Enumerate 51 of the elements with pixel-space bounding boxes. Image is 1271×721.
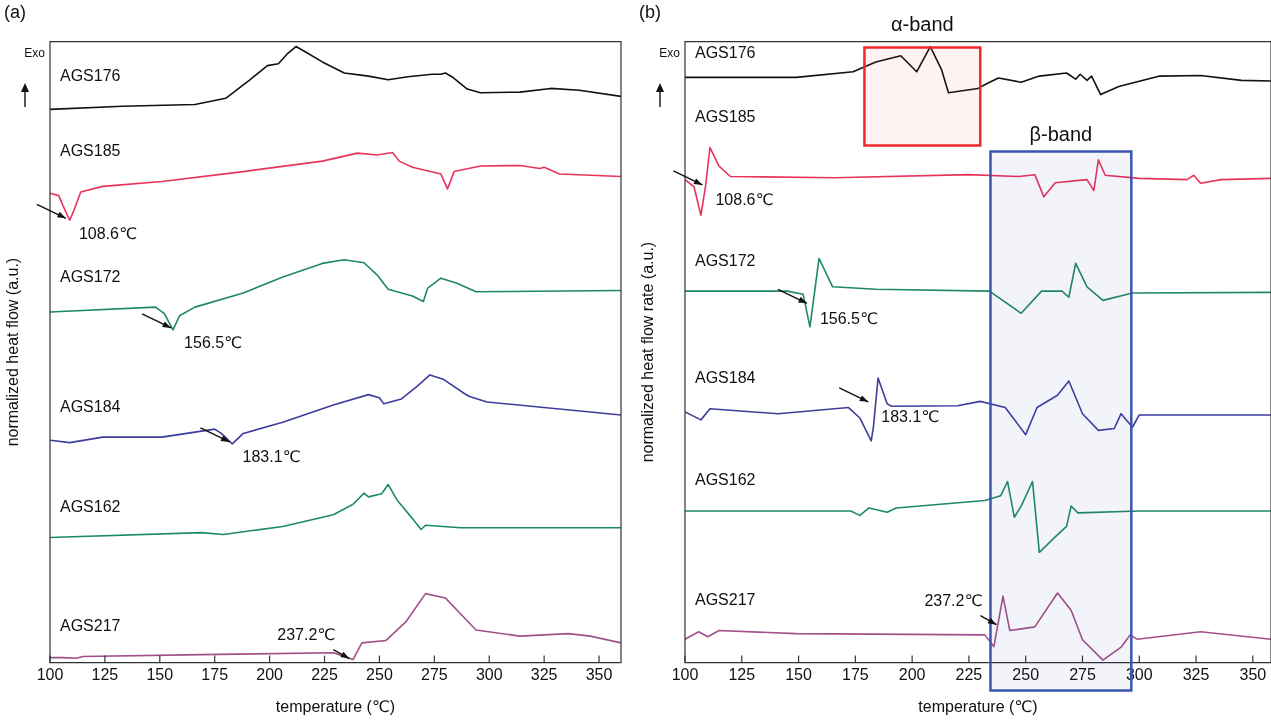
x-tick-label: 150 [146, 665, 174, 683]
series-label: AGS217 [60, 616, 121, 634]
series-label: AGS184 [695, 369, 756, 387]
x-tick-label: 200 [898, 665, 926, 683]
x-tick-label: 275 [420, 665, 448, 683]
x-tick-label: 100 [36, 665, 64, 683]
x-axis-title: temperature (℃) [918, 697, 1038, 715]
annotation: 108.6℃ [715, 191, 774, 209]
series-label: AGS172 [695, 251, 756, 269]
x-tick-label: 225 [955, 665, 983, 683]
annotation: 156.5℃ [819, 309, 878, 327]
y-axis-title: normalized heat flow rate (a.u.) [639, 241, 657, 463]
x-tick-label: 125 [728, 665, 756, 683]
series-label: AGS185 [695, 107, 756, 125]
x-axis-title: temperature (℃) [275, 697, 396, 715]
series-label: AGS162 [695, 471, 756, 489]
y-axis-title: normalized heat flow (a.u.) [4, 257, 22, 447]
series-label: AGS185 [60, 141, 121, 159]
series-label: AGS162 [60, 497, 121, 515]
annotation: 183.1℃ [881, 408, 940, 426]
text: Exo [659, 45, 680, 60]
chart-title: (b) [639, 1, 661, 22]
x-tick-label: 175 [201, 665, 229, 683]
series-label: AGS184 [60, 397, 121, 415]
series-label: AGS217 [695, 590, 756, 608]
annotation: 108.6℃ [78, 224, 137, 242]
series-label: AGS176 [695, 44, 756, 62]
x-tick-label: 100 [671, 665, 699, 683]
x-tick-label: 325 [530, 665, 558, 683]
band-label: β-band [1029, 123, 1093, 146]
x-tick-label: 325 [1182, 665, 1210, 683]
x-tick-label: 300 [475, 665, 503, 683]
x-tick-label: 175 [842, 665, 869, 683]
x-tick-label: 250 [1012, 665, 1040, 683]
chart-title: (a) [4, 1, 26, 22]
annotation: 237.2℃ [924, 592, 983, 610]
x-tick-label: 250 [366, 665, 393, 683]
series-label: AGS172 [60, 267, 121, 285]
x-tick-label: 150 [785, 665, 813, 683]
annotation: 156.5℃ [184, 334, 243, 352]
band-label: α-band [890, 13, 954, 36]
annotation: 237.2℃ [277, 625, 336, 643]
x-tick-label: 350 [585, 665, 613, 683]
annotation: 183.1℃ [242, 448, 301, 466]
text: Exo [24, 45, 45, 60]
x-tick-label: 125 [91, 665, 119, 683]
x-tick-label: 350 [1239, 665, 1267, 683]
x-tick-label: 225 [311, 665, 338, 683]
x-tick-label: 200 [256, 665, 284, 683]
x-tick-label: 275 [1069, 665, 1096, 683]
series-label: AGS176 [60, 66, 121, 84]
